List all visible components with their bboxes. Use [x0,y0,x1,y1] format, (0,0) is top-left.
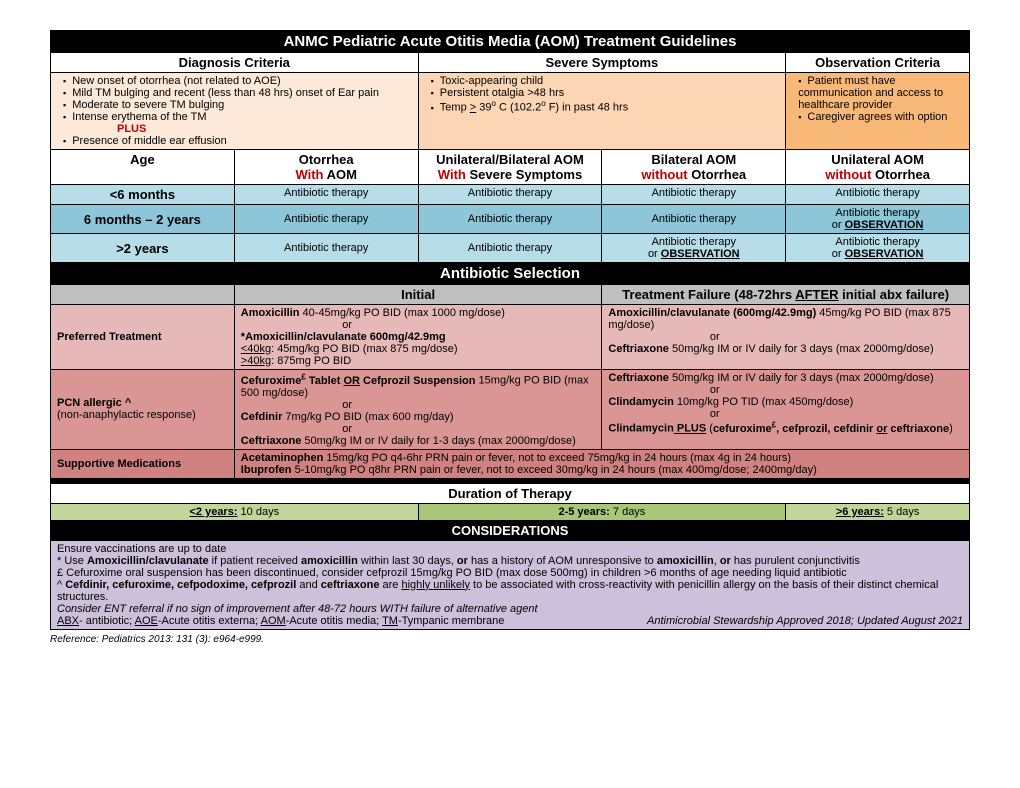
abx-title: Antibiotic Selection [51,263,970,285]
diag-i1: New onset of otorrhea (not related to AO… [63,75,412,87]
severe-cell: Toxic-appearing child Persistent otalgia… [418,73,786,150]
hdr-severe: Severe Symptoms [418,53,786,73]
cons-cell: Ensure vaccinations are up to date * Use… [51,540,970,629]
hdr-obs: Observation Criteria [786,53,970,73]
ub-hdr: Unilateral/Bilateral AOMWith Severe Symp… [418,150,602,185]
reference: Reference: Pediatrics 2013: 131 (3): e96… [50,630,970,645]
diag-plus: PLUS [57,123,412,135]
age-hdr: Age [51,150,235,185]
diag-i5: Presence of middle ear effusion [63,135,412,147]
cons-title: CONSIDERATIONS [51,520,970,540]
sev-i1: Toxic-appearing child [431,75,780,87]
bi-hdr: Bilateral AOMwithout Otorrhea [602,150,786,185]
main-title: ANMC Pediatric Acute Otitis Media (AOM) … [51,31,970,53]
obs-cell: Patient must have communication and acce… [786,73,970,150]
dur-row: <2 years: 10 days 2-5 years: 7 days >6 y… [51,503,970,520]
obs-i2: Caregiver agrees with option [798,111,963,123]
pref-row: Preferred Treatment Amoxicillin 40-45mg/… [51,305,970,370]
diag-i4: Intense erythema of the TM [63,111,412,123]
guidelines-table: ANMC Pediatric Acute Otitis Media (AOM) … [50,30,970,630]
diag-i3: Moderate to severe TM bulging [63,99,412,111]
sev-i3: Temp > 39o C (102.2o F) in past 48 hrs [431,99,780,114]
sev-i2: Persistent otalgia >48 hrs [431,87,780,99]
supp-row: Supportive Medications Acetaminophen 15m… [51,449,970,478]
diag-cell: New onset of otorrhea (not related to AO… [51,73,419,150]
uni-hdr: Unilateral AOMwithout Otorrhea [786,150,970,185]
pcn-row: PCN allergic ^(non-anaphylactic response… [51,370,970,450]
diag-i2: Mild TM bulging and recent (less than 48… [63,87,412,99]
obs-i1: Patient must have communication and acce… [798,75,963,111]
hdr-diag: Diagnosis Criteria [51,53,419,73]
abx-hdr-row: Initial Treatment Failure (48-72hrs AFTE… [51,285,970,305]
dur-title: Duration of Therapy [51,483,970,503]
oto-hdr: OtorrheaWith AOM [234,150,418,185]
age-row-3: >2 years Antibiotic therapy Antibiotic t… [51,234,970,263]
age-row-1: <6 months Antibiotic therapy Antibiotic … [51,185,970,205]
age-row-2: 6 months – 2 years Antibiotic therapy An… [51,205,970,234]
